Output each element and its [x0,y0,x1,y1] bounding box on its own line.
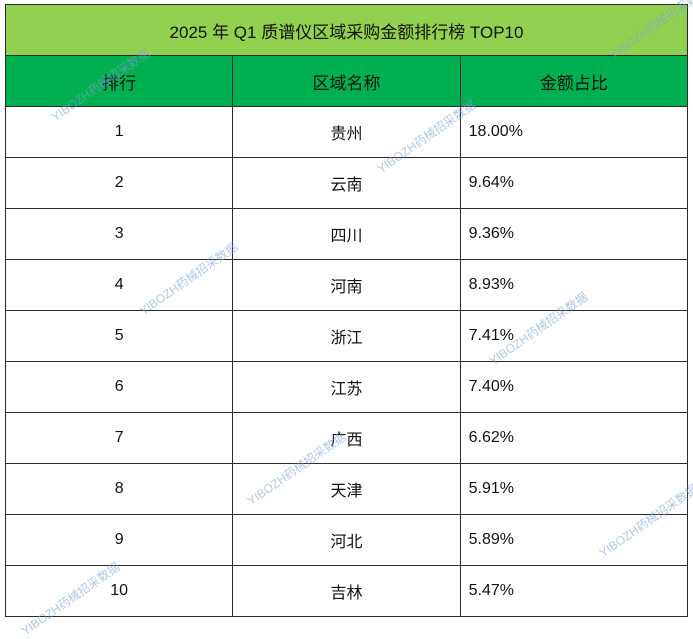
rank-cell: 3 [4,208,234,260]
table-row: 2 云南 9.64% [4,157,689,209]
rank-cell: 4 [4,259,234,311]
rank-cell: 5 [4,310,234,362]
region-cell: 广西 [232,412,461,464]
region-cell: 河北 [232,514,461,566]
share-cell: 8.93% [459,259,689,311]
table-row: 5 浙江 7.41% [4,310,689,362]
ranking-table: 2025 年 Q1 质谱仪区域采购金额排行榜 TOP10 排行 区域名称 金额占… [4,4,689,617]
rank-cell: 2 [4,157,234,209]
table-row: 4 河南 8.93% [4,259,689,311]
table-row: 3 四川 9.36% [4,208,689,260]
table-row: 1 贵州 18.00% [4,106,689,158]
region-cell: 四川 [232,208,461,260]
region-cell: 浙江 [232,310,461,362]
rank-cell: 7 [4,412,234,464]
table-row: 10 吉林 5.47% [4,565,689,617]
header-region: 区域名称 [232,55,461,107]
table-row: 6 江苏 7.40% [4,361,689,413]
title-row: 2025 年 Q1 质谱仪区域采购金额排行榜 TOP10 [5,4,688,56]
region-cell: 河南 [232,259,461,311]
rank-cell: 8 [4,463,234,515]
share-cell: 5.89% [459,514,689,566]
share-cell: 6.62% [459,412,689,464]
share-cell: 18.00% [459,106,689,158]
table-row: 8 天津 5.91% [4,463,689,515]
region-cell: 吉林 [232,565,461,617]
table-row: 9 河北 5.89% [4,514,689,566]
rank-cell: 10 [4,565,234,617]
table-row: 7 广西 6.62% [4,412,689,464]
share-cell: 7.41% [459,310,689,362]
table-title: 2025 年 Q1 质谱仪区域采购金额排行榜 TOP10 [5,4,688,56]
region-cell: 云南 [232,157,461,209]
header-share: 金额占比 [459,55,689,107]
share-cell: 9.36% [459,208,689,260]
rank-cell: 1 [4,106,234,158]
header-row: 排行 区域名称 金额占比 [4,55,689,107]
rank-cell: 6 [4,361,234,413]
region-cell: 天津 [232,463,461,515]
header-rank: 排行 [4,55,234,107]
share-cell: 9.64% [459,157,689,209]
share-cell: 5.47% [459,565,689,617]
share-cell: 7.40% [459,361,689,413]
region-cell: 江苏 [232,361,461,413]
share-cell: 5.91% [459,463,689,515]
rank-cell: 9 [4,514,234,566]
region-cell: 贵州 [232,106,461,158]
